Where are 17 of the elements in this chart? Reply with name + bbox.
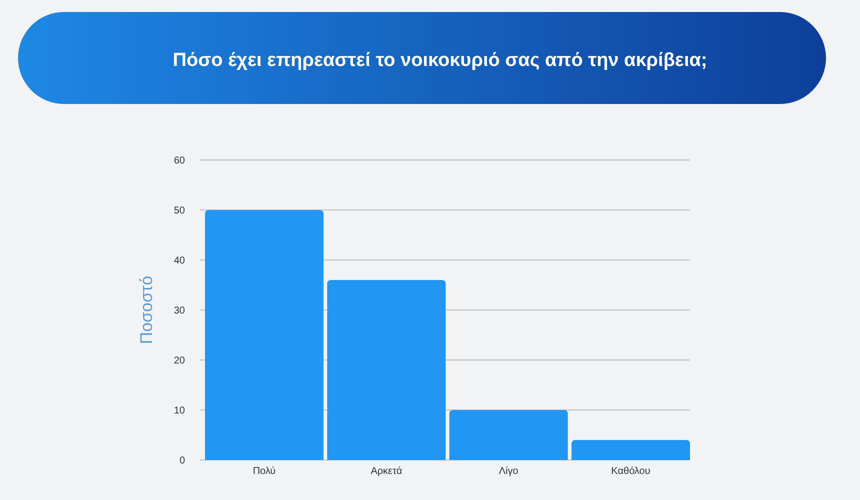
y-axis-title: Ποσοστό xyxy=(137,276,156,344)
x-tick-label: Αρκετά xyxy=(370,466,402,477)
x-tick-label: Λίγο xyxy=(498,466,519,477)
y-tick-label: 20 xyxy=(174,356,186,366)
y-tick-label: 60 xyxy=(174,156,186,166)
bar xyxy=(449,410,568,460)
bar xyxy=(205,210,324,460)
y-tick-label: 40 xyxy=(174,256,186,266)
chart-title: Πόσο έχει επηρεαστεί το νοικοκυριό σας από την ακρίβεια; xyxy=(172,50,708,71)
y-tick-label: 10 xyxy=(174,406,186,416)
y-tick-label: 50 xyxy=(174,206,186,216)
x-tick-label: Καθόλου xyxy=(611,466,650,477)
y-tick-label: 0 xyxy=(179,456,186,466)
y-tick-label: 30 xyxy=(174,306,186,316)
bar xyxy=(327,280,446,460)
x-tick-label: Πολύ xyxy=(252,466,276,477)
bar xyxy=(572,440,690,460)
